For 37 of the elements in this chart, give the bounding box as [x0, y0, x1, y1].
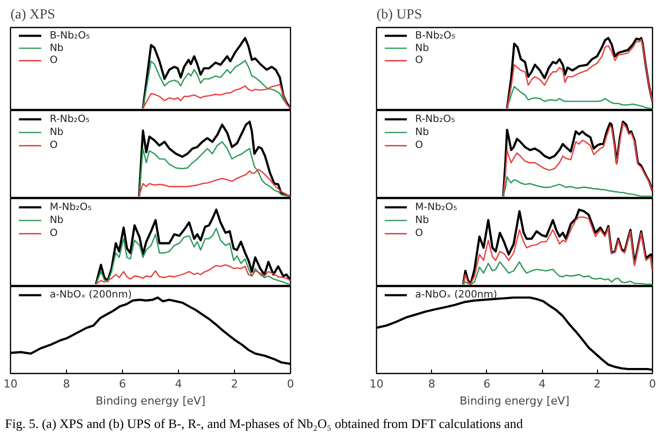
legend-label: Nb — [415, 42, 429, 54]
x-tick-label: 2 — [231, 378, 238, 390]
legend-label: Nb — [50, 215, 64, 226]
x-tick-label: 6 — [119, 378, 126, 390]
x-tick-label: 4 — [175, 378, 182, 390]
chart-title: (b) UPS — [376, 8, 422, 22]
x-tick-label: 10 — [370, 378, 384, 390]
legend-label: B-Nb₂O₅ — [50, 30, 90, 42]
x-tick-label: 10 — [4, 378, 18, 390]
legend-label: a-NbOₓ (200nm) — [50, 290, 132, 301]
x-tick-label: 4 — [538, 378, 546, 390]
x-tick-label: 8 — [63, 378, 70, 390]
x-axis-title: Binding energy [eV] — [460, 394, 570, 408]
caption: Fig. 5. (a) XPS and (b) UPS of B-, R-, and M-phases of Nb₂O₅ obtained from DFT calculations and — [5, 415, 523, 433]
x-tick-label: 0 — [649, 378, 656, 390]
legend-label: Nb — [50, 42, 64, 54]
legend-label: O — [50, 228, 58, 240]
legend-label: O — [415, 140, 424, 152]
legend-label: Nb — [415, 127, 429, 138]
legend-label: M-Nb₂O₅ — [415, 202, 458, 213]
legend-label: O — [50, 140, 58, 152]
x-tick-label: 6 — [483, 378, 490, 390]
legend-label: R-Nb₂O₅ — [415, 114, 456, 125]
x-axis-title: Binding energy [eV] — [96, 394, 206, 408]
legend-label: Nb — [415, 215, 429, 226]
legend-label: M-Nb₂O₅ — [50, 202, 92, 213]
x-tick-label: 8 — [428, 378, 436, 390]
x-tick-label: 0 — [287, 378, 294, 390]
legend-label: a-NbOₓ (200nm) — [415, 290, 498, 301]
chart-title: (a) XPS — [10, 8, 56, 22]
legend-label: R-Nb₂O₅ — [50, 114, 90, 125]
legend-label: O — [415, 55, 424, 66]
legend-label: Nb — [50, 127, 64, 138]
legend-label: O — [415, 228, 424, 240]
legend-label: B-Nb₂O₅ — [415, 30, 456, 42]
x-tick-label: 2 — [594, 378, 601, 390]
legend-label: O — [50, 55, 58, 66]
